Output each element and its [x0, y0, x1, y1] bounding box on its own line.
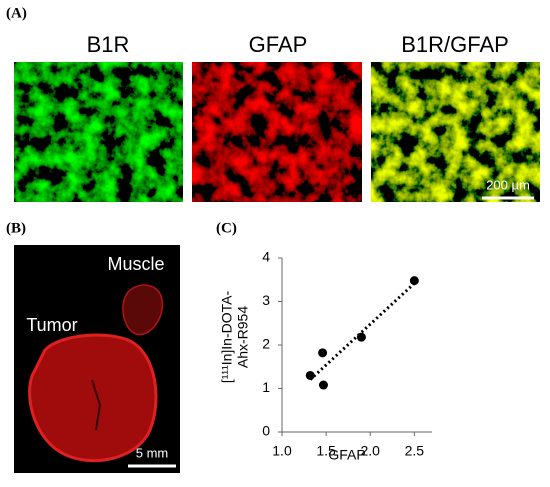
tissue-detail — [91, 379, 102, 431]
panel-label: (B) — [6, 220, 26, 236]
y-tick-label: 2 — [262, 336, 270, 352]
data-point — [409, 276, 419, 286]
data-point — [318, 380, 328, 390]
muscle-tissue — [122, 284, 164, 336]
y-tick-label: 1 — [262, 379, 270, 395]
tissue-label: Tumor — [26, 315, 77, 335]
tumor-tissue — [28, 333, 158, 463]
x-axis-label: GFAP — [328, 447, 365, 463]
x-tick-label: 2.5 — [405, 443, 425, 459]
scale-bar-label: 5 mm — [136, 445, 169, 460]
tissue-label: Muscle — [107, 254, 164, 274]
x-tick-label: 1.0 — [272, 443, 292, 459]
x-tick-label: 2.0 — [361, 443, 381, 459]
micrograph — [14, 62, 183, 202]
data-point — [305, 370, 315, 380]
y-axis-label: [¹¹¹In]In-DOTA- — [219, 291, 235, 384]
y-tick-label: 0 — [262, 423, 270, 439]
panel-label: (C) — [216, 220, 237, 236]
data-point — [318, 348, 328, 358]
image-title: B1R/GFAP — [401, 32, 509, 57]
y-tick-label: 4 — [262, 249, 270, 265]
micrograph — [371, 62, 540, 202]
image-title: B1R — [87, 32, 130, 57]
scale-bar-label: 200 µm — [486, 177, 530, 192]
image-title: GFAP — [249, 32, 308, 57]
data-point — [356, 332, 366, 342]
y-tick-label: 3 — [262, 292, 270, 308]
x-tick-label: 1.5 — [316, 443, 336, 459]
trendline — [309, 282, 416, 381]
micrograph — [192, 62, 362, 202]
panel-label: (A) — [6, 5, 27, 21]
scatter-chart: 0 1 2 3 4 1.0 1.5 2.0 2.5 GFAP [¹¹¹In]In-DOTA- Ahx-… — [219, 249, 432, 463]
y-axis-label: Ahx-R954 — [235, 306, 251, 368]
